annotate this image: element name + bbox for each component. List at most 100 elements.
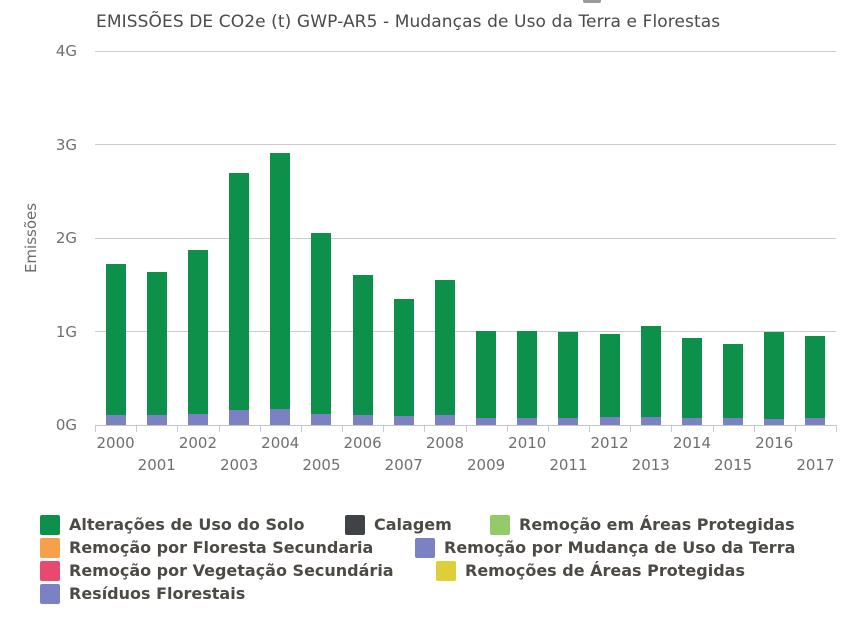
- x-tick-label-2013: 2013: [631, 456, 670, 474]
- legend-swatch-calagem: [345, 514, 365, 535]
- bar-2013-residuos-florestais[interactable]: [640, 416, 661, 425]
- legend-label: Remoção por Vegetação Secundária: [69, 561, 394, 580]
- legend-swatch-alteracoes-de-uso-do-solo: [40, 514, 60, 535]
- legend-item-alteracoes-de-uso-do-solo[interactable]: Alterações de Uso do Solo: [40, 514, 304, 535]
- bar-2016-residuos-florestais[interactable]: [764, 419, 785, 425]
- bar-2002-alteracoes-de-uso-do-solo[interactable]: [187, 250, 208, 414]
- bar-2016-alteracoes-de-uso-do-solo[interactable]: [764, 331, 785, 420]
- legend-label: Remoção em Áreas Protegidas: [519, 515, 795, 534]
- x-tick-label-2016: 2016: [755, 434, 794, 452]
- bar-2006-residuos-florestais[interactable]: [352, 414, 373, 425]
- bar-2009-alteracoes-de-uso-do-solo[interactable]: [476, 330, 497, 418]
- legend-label: Remoções de Áreas Protegidas: [465, 561, 745, 580]
- x-tick-label-2007: 2007: [384, 456, 423, 474]
- legend-item-remocao-em-areas-protegidas[interactable]: Remoção em Áreas Protegidas: [490, 514, 795, 535]
- y-tick-label-1G: 1G: [55, 322, 77, 341]
- legend-swatch-residuos-florestais: [40, 583, 60, 604]
- legend-item-remocao-por-floresta-secundaria[interactable]: Remoção por Floresta Secundaria: [40, 537, 373, 558]
- bar-2007-alteracoes-de-uso-do-solo[interactable]: [393, 298, 414, 416]
- bar-2005-residuos-florestais[interactable]: [311, 413, 332, 425]
- bar-2001-alteracoes-de-uso-do-solo[interactable]: [146, 271, 167, 415]
- x-tick-label-2012: 2012: [590, 434, 629, 452]
- bar-2015-residuos-florestais[interactable]: [723, 418, 744, 425]
- bar-2008-residuos-florestais[interactable]: [434, 414, 455, 425]
- bar-2002-residuos-florestais[interactable]: [187, 413, 208, 425]
- bar-2014-alteracoes-de-uso-do-solo[interactable]: [681, 338, 702, 419]
- x-axis-tick: [424, 425, 426, 432]
- bar-2017-residuos-florestais[interactable]: [805, 418, 826, 425]
- gridline-3G: [95, 144, 836, 145]
- bar-2000-residuos-florestais[interactable]: [105, 414, 126, 425]
- x-tick-label-2002: 2002: [178, 434, 217, 452]
- x-axis-tick: [547, 425, 549, 432]
- x-tick-label-2011: 2011: [549, 456, 588, 474]
- bar-2017-alteracoes-de-uso-do-solo[interactable]: [805, 336, 826, 419]
- legend-item-remocoes-de-areas-protegidas[interactable]: Remoções de Áreas Protegidas: [436, 560, 745, 581]
- bar-2012-alteracoes-de-uso-do-solo[interactable]: [599, 334, 620, 417]
- bar-2001-residuos-florestais[interactable]: [146, 414, 167, 425]
- legend-label: Alterações de Uso do Solo: [69, 515, 305, 534]
- x-axis-tick: [383, 425, 385, 432]
- x-axis-tick: [712, 425, 714, 432]
- x-tick-label-2008: 2008: [425, 434, 464, 452]
- x-axis-tick: [342, 425, 343, 432]
- x-axis-tick: [300, 425, 302, 432]
- x-tick-label-2010: 2010: [508, 434, 547, 452]
- legend-swatch-remocao-por-vegetacao-secundaria: [40, 560, 60, 581]
- y-tick-label-2G: 2G: [55, 229, 77, 247]
- x-axis-tick: [259, 425, 261, 432]
- bar-2008-alteracoes-de-uso-do-solo[interactable]: [434, 280, 455, 415]
- bar-2010-alteracoes-de-uso-do-solo[interactable]: [517, 330, 538, 418]
- y-tick-label-0G: 0G: [55, 416, 77, 434]
- x-axis-tick: [95, 425, 96, 432]
- legend-swatch-remocoes-de-areas-protegidas: [436, 560, 456, 581]
- bar-2010-residuos-florestais[interactable]: [517, 417, 538, 425]
- legend-item-remocao-por-vegetacao-secundaria[interactable]: Remoção por Vegetação Secundária: [40, 560, 394, 581]
- x-axis-tick: [465, 425, 467, 432]
- x-axis-tick: [836, 425, 837, 432]
- legend-swatch-remocao-por-mudanca-de-uso-da-terra: [415, 537, 435, 558]
- legend-item-residuos-florestais[interactable]: Resíduos Florestais: [40, 583, 245, 604]
- bar-2014-residuos-florestais[interactable]: [681, 418, 702, 425]
- chart-title: EMISSÕES DE CO2e (t) GWP-AR5 - Mudanças …: [96, 12, 721, 32]
- plot-area: Emissões 0G 1G 2G 3G 4G 2000 2001 2002 2003 2004 2…: [22, 42, 837, 474]
- x-axis-tick: [218, 425, 220, 432]
- y-tick-label-4G: 4G: [55, 42, 77, 60]
- bar-2011-residuos-florestais[interactable]: [558, 417, 579, 425]
- x-tick-label-2001: 2001: [137, 456, 176, 474]
- x-axis-tick: [136, 425, 138, 432]
- bar-2005-alteracoes-de-uso-do-solo[interactable]: [311, 233, 332, 414]
- bar-2004-residuos-florestais[interactable]: [270, 409, 291, 425]
- chart-legend: Alterações de Uso do Solo Calagem Remoção …: [0, 505, 850, 615]
- bar-2015-alteracoes-de-uso-do-solo[interactable]: [723, 343, 744, 419]
- bar-2009-residuos-florestais[interactable]: [476, 417, 497, 425]
- x-tick-label-2003: 2003: [219, 456, 259, 474]
- bar-2013-alteracoes-de-uso-do-solo[interactable]: [640, 325, 661, 417]
- legend-label: Remoção por Floresta Secundaria: [69, 538, 374, 557]
- legend-label: Calagem: [374, 515, 452, 534]
- x-axis-tick: [671, 425, 673, 432]
- bar-2011-alteracoes-de-uso-do-solo[interactable]: [558, 331, 579, 418]
- x-tick-label-2000: 2000: [96, 434, 135, 452]
- x-tick-label-2006: 2006: [343, 434, 382, 452]
- bar-2006-alteracoes-de-uso-do-solo[interactable]: [352, 275, 373, 415]
- x-axis-tick: [589, 425, 590, 432]
- x-axis-tick: [506, 425, 508, 432]
- legend-item-calagem[interactable]: Calagem: [345, 514, 452, 535]
- x-tick-label-2004: 2004: [261, 434, 300, 452]
- bar-2007-residuos-florestais[interactable]: [393, 415, 414, 425]
- bar-2003-alteracoes-de-uso-do-solo[interactable]: [229, 172, 250, 411]
- bar-2004-alteracoes-de-uso-do-solo[interactable]: [270, 152, 291, 410]
- x-tick-label-2009: 2009: [466, 456, 506, 474]
- x-axis-tick: [794, 425, 796, 432]
- gridline-4G: [95, 50, 836, 52]
- bar-2012-residuos-florestais[interactable]: [599, 416, 620, 425]
- bar-2003-residuos-florestais[interactable]: [229, 410, 250, 425]
- legend-swatch-remocao-por-floresta-secundaria: [40, 537, 60, 558]
- x-tick-label-2014: 2014: [672, 434, 711, 452]
- gridline-2G: [95, 237, 836, 239]
- x-axis-tick: [630, 425, 632, 432]
- legend-item-remocao-por-mudanca-de-uso-da-terra[interactable]: Remoção por Mudança de Uso da Terra: [415, 537, 795, 558]
- gridline-1G: [95, 331, 836, 332]
- bar-2000-alteracoes-de-uso-do-solo[interactable]: [105, 264, 126, 415]
